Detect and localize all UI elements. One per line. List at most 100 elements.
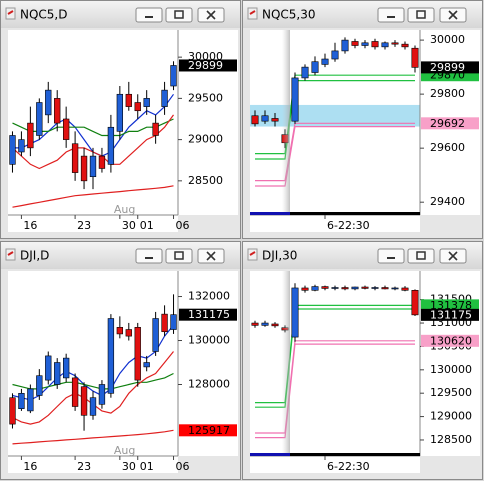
minimize-button[interactable] <box>135 248 163 264</box>
candle-body <box>107 126 115 165</box>
candle-body <box>62 118 70 140</box>
candle-body <box>261 322 269 326</box>
x-tick-label: 06 <box>176 219 190 232</box>
price-label-box <box>421 334 479 347</box>
button-glyph <box>448 10 458 20</box>
candle-body <box>152 318 159 352</box>
price-label-box <box>421 61 479 74</box>
candle-body <box>27 122 34 149</box>
month-label: Aug <box>114 203 135 216</box>
candle-body <box>251 322 259 326</box>
window-icon-mark <box>249 10 256 15</box>
indicator-line <box>255 340 415 434</box>
close-button[interactable] <box>439 248 467 264</box>
maximize-button[interactable] <box>407 7 435 23</box>
minimize-button[interactable] <box>377 248 405 264</box>
candle-body <box>89 155 97 178</box>
candle-body <box>134 327 141 381</box>
x-tick-label: 30 <box>122 460 136 473</box>
y-tick-label: 29000 <box>188 133 223 146</box>
plot-area <box>8 271 178 456</box>
candle-body <box>54 98 61 124</box>
minimize-button[interactable] <box>135 7 163 23</box>
x-tick-label: 16 <box>23 219 37 232</box>
candle-body <box>401 287 409 291</box>
candle-body <box>291 287 299 338</box>
price-label: 29692 <box>430 117 465 130</box>
window-title: DJI,30 <box>262 249 297 263</box>
y-tick-label: 129000 <box>430 410 472 423</box>
y-tick-label: 29800 <box>430 87 465 100</box>
candle-body <box>80 155 88 182</box>
candle-body <box>54 362 61 385</box>
price-label: 29899 <box>188 59 223 72</box>
session-bar <box>290 212 420 215</box>
candle-body <box>261 115 269 122</box>
x-tick-label: 16 <box>23 460 37 473</box>
candle-body <box>301 287 309 291</box>
close-button[interactable] <box>197 7 225 23</box>
window-title: NQC5,30 <box>262 8 316 22</box>
button-face <box>407 248 435 264</box>
candle-body <box>381 287 389 290</box>
button-face <box>377 248 405 264</box>
y-tick-label: 28500 <box>188 174 223 187</box>
chart-window: DJI,301285001290001295001300001305001310… <box>242 241 483 480</box>
candle-body <box>107 318 115 394</box>
chart-window: DJI,D 128000 130000 132000 131175 125917 16 23 3… <box>0 241 241 480</box>
month-label: Aug <box>114 444 135 457</box>
candle-body <box>301 66 309 79</box>
maximize-button[interactable] <box>165 7 193 23</box>
candle-body <box>98 155 106 169</box>
button-glyph <box>387 16 395 18</box>
candle-body <box>62 357 70 379</box>
indicator-line <box>255 308 415 408</box>
candle-body <box>125 93 132 107</box>
y-tick-label: 29600 <box>430 141 465 154</box>
button-glyph <box>206 251 216 261</box>
minimize-button[interactable] <box>377 7 405 23</box>
candle-body <box>311 61 319 73</box>
price-label-box <box>179 308 237 321</box>
y-tick-label: 132000 <box>188 290 230 303</box>
x-tick-label: 06 <box>176 460 190 473</box>
candle-body <box>9 397 16 425</box>
candle-body <box>321 58 329 65</box>
indicator-line <box>12 429 174 445</box>
price-label: 131175 <box>188 308 230 321</box>
candle-body <box>331 287 339 289</box>
candle-body <box>361 286 369 289</box>
candle-body <box>71 377 79 407</box>
button-glyph <box>174 10 184 19</box>
time-axis <box>250 456 420 473</box>
candle-body <box>116 93 124 132</box>
candle-body <box>143 362 150 368</box>
indicator-line <box>255 80 415 160</box>
button-glyph <box>416 10 426 19</box>
indicator-line <box>12 185 174 208</box>
candle-body <box>341 39 349 52</box>
close-button[interactable] <box>439 7 467 23</box>
candle-body <box>152 122 159 136</box>
candle-body <box>116 327 124 335</box>
y-tick-label: 30000 <box>430 33 465 46</box>
session-bar <box>290 453 420 456</box>
price-label-box <box>421 299 479 312</box>
close-button[interactable] <box>197 248 225 264</box>
maximize-button[interactable] <box>407 248 435 264</box>
chart-window: NQC5,30294002960029800300002987029899296… <box>242 0 483 239</box>
button-face <box>135 7 163 23</box>
candle-body <box>161 313 168 333</box>
candle-body <box>391 287 399 290</box>
session-bar <box>250 212 290 215</box>
button-glyph <box>145 16 153 18</box>
button-face <box>135 248 163 264</box>
candle-body <box>98 384 106 405</box>
button-glyph <box>448 251 458 261</box>
session-bar <box>250 453 290 456</box>
x-tick-label: 01 <box>140 460 154 473</box>
candle-body <box>143 98 150 107</box>
maximize-button[interactable] <box>165 248 193 264</box>
candle-body <box>18 393 25 409</box>
